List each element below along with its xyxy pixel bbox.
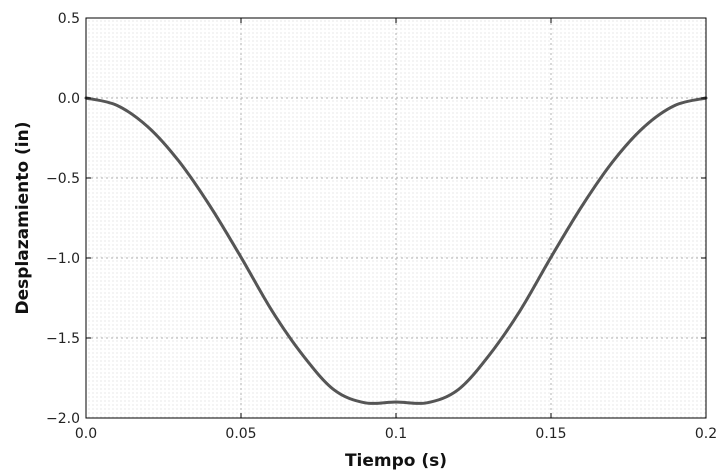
- y-tick-label: −1.5: [46, 331, 80, 347]
- y-axis-title: Desplazamiento (in): [13, 122, 33, 315]
- series-layer: [84, 96, 708, 406]
- y-tick-label: 0.5: [58, 11, 80, 27]
- x-tick-label: 0.05: [225, 426, 256, 442]
- series-line: [84, 96, 708, 406]
- y-tick-label: 0.0: [58, 91, 80, 107]
- x-axis: 0.0 0.05 0.1 0.15 0.2: [75, 18, 717, 442]
- x-axis-title: Tiempo (s): [345, 451, 447, 470]
- y-axis: 0.5 0.0 −0.5 −1.0 −1.5 −2.0: [46, 11, 706, 427]
- x-tick-label: 0.2: [695, 426, 717, 442]
- x-tick-label: 0.0: [75, 426, 97, 442]
- y-tick-label: −2.0: [46, 411, 80, 427]
- x-tick-label: 0.1: [385, 426, 407, 442]
- y-tick-label: −1.0: [46, 251, 80, 267]
- y-tick-label: −0.5: [46, 171, 80, 187]
- x-tick-label: 0.15: [535, 426, 566, 442]
